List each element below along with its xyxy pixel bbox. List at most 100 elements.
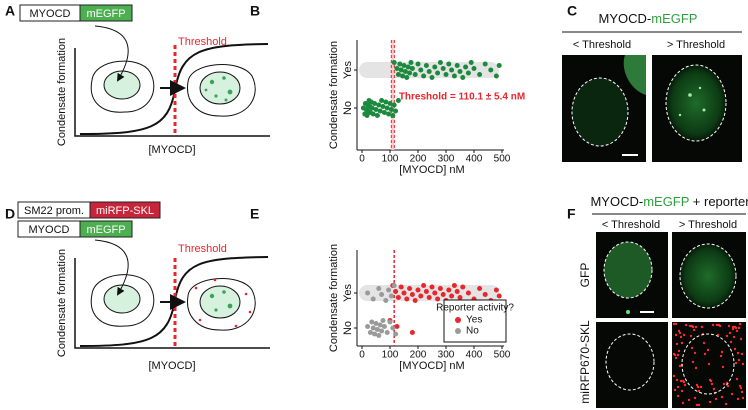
data-point (465, 290, 471, 296)
data-point (460, 75, 466, 80)
data-point (457, 295, 463, 300)
data-point (429, 75, 435, 80)
data-point (393, 108, 399, 114)
data-point (426, 69, 432, 74)
data-point (451, 283, 457, 288)
data-point (437, 286, 443, 291)
reporter-dot (737, 326, 741, 330)
reporter-dot (739, 386, 743, 390)
data-point (482, 292, 488, 297)
data-point (409, 292, 415, 297)
data-point (380, 104, 386, 109)
panel-letter: D (5, 206, 15, 222)
data-point (454, 63, 460, 68)
data-point (432, 290, 438, 296)
data-point (404, 75, 410, 80)
annotation: Threshold = 110.1 ± 5.4 nM (399, 92, 525, 103)
reporter-dot (719, 354, 723, 358)
nucleus-outline (665, 64, 727, 142)
construct-label: MYOCD (29, 224, 70, 236)
data-point (482, 61, 488, 67)
reporter-dot (736, 397, 740, 401)
x-tick-label: 0 (359, 154, 365, 165)
data-point (409, 66, 415, 71)
reporter-dot (676, 353, 680, 357)
row-label: miRFP670-SKL (578, 320, 592, 404)
y-tick-label: No (342, 101, 354, 115)
reporter-dot (696, 385, 700, 389)
data-point (477, 286, 483, 291)
data-point (449, 67, 455, 73)
data-point (391, 283, 397, 288)
reporter-dot (675, 342, 679, 346)
construct-box (79, 220, 133, 238)
data-point (423, 63, 429, 68)
panel-letter: C (567, 3, 577, 19)
reporter-dot (727, 324, 731, 328)
reporter-dot (738, 322, 742, 326)
data-point (407, 286, 413, 291)
nucleus-outline (605, 333, 655, 391)
data-point (404, 296, 410, 302)
reporter-dot (693, 396, 697, 400)
legend-marker (455, 317, 461, 323)
data-point (463, 64, 469, 70)
nucleus (103, 70, 141, 100)
nucleus-outline (603, 241, 653, 299)
diagram (74, 25, 270, 137)
reporter-dot (707, 362, 711, 366)
nucleus-outline (681, 333, 735, 395)
data-point (415, 61, 421, 67)
x-tick-label: 0 (359, 350, 365, 361)
data-point (496, 293, 502, 299)
data-point (437, 60, 443, 65)
data-point (418, 67, 424, 73)
data-point (429, 284, 435, 290)
data-point (377, 322, 383, 328)
data-point (454, 289, 460, 294)
reporter-dot (695, 383, 699, 387)
data-point (369, 319, 375, 325)
construct-box (89, 201, 161, 219)
reporter-dot (740, 390, 744, 394)
reporter-dot (672, 322, 676, 326)
data-point (387, 319, 393, 325)
y-tick-label: Yes (342, 284, 354, 302)
reporter-dot (736, 351, 740, 355)
reporter-dot (728, 331, 732, 335)
reporter-dot (741, 362, 745, 366)
data-point (379, 328, 385, 334)
data-point (440, 292, 446, 297)
x-tick-label: 200 (410, 154, 427, 165)
reporter-dot (672, 374, 676, 378)
data-point (493, 73, 499, 79)
data-point (401, 290, 407, 296)
reporter-dot (703, 352, 707, 356)
data-point (386, 111, 392, 117)
reporter-dot (676, 394, 680, 398)
condensates (204, 76, 233, 102)
reporter-dot (735, 329, 739, 333)
data-point (393, 331, 399, 337)
data-point (460, 284, 466, 290)
axis-label: [MYOCD] nM (399, 360, 464, 372)
reporter-dot (693, 351, 697, 355)
panel-title: MYOCD-mEGFP (599, 11, 698, 26)
reporter-dot (690, 324, 694, 328)
data-point (400, 73, 406, 79)
data-point (468, 60, 474, 65)
construct-label: mEGFP (86, 224, 125, 236)
reporter-dot (675, 378, 679, 382)
diagram (74, 239, 270, 349)
x-tick-label: 400 (466, 154, 483, 165)
x-tick-label: 100 (382, 350, 399, 361)
data-point (395, 72, 401, 77)
data-point (426, 295, 432, 300)
reporter-dot (720, 350, 724, 354)
reporter-dot (712, 387, 716, 391)
condensates (209, 290, 233, 312)
arrow (94, 25, 129, 82)
reporter-dot (735, 377, 739, 381)
panel-letter: B (250, 3, 260, 19)
nucleus-outline (679, 243, 737, 309)
